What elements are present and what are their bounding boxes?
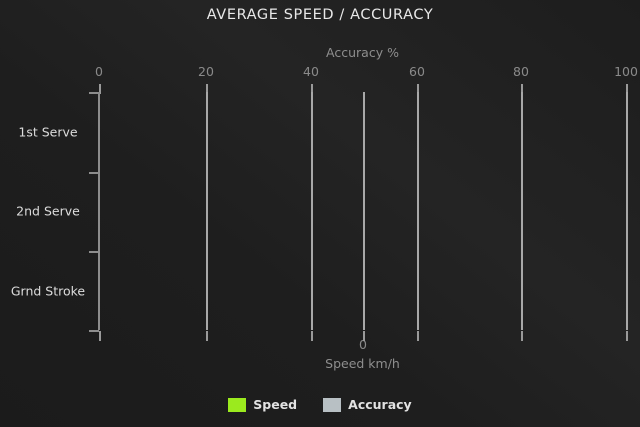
top-axis-tick: [206, 84, 208, 94]
category-axis-tick: [89, 330, 99, 332]
category-axis-tick: [89, 92, 99, 94]
top-tick-label: 60: [409, 64, 425, 79]
gridline: [521, 92, 523, 330]
top-axis-tick: [417, 84, 419, 94]
bottom-axis-tick: [363, 331, 365, 341]
legend-item-accuracy[interactable]: Accuracy: [323, 397, 412, 412]
legend-label: Speed: [253, 397, 298, 412]
top-tick-label: 100: [614, 64, 638, 79]
gridline: [311, 92, 313, 330]
bottom-axis-title: Speed km/h: [325, 356, 400, 371]
bottom-axis-tick: [521, 331, 523, 341]
legend-swatch-speed: [228, 397, 247, 412]
category-label: 2nd Serve: [16, 203, 80, 219]
category-axis-tick: [89, 172, 99, 174]
bottom-axis-tick: [626, 331, 628, 341]
legend-item-speed[interactable]: Speed: [228, 397, 297, 412]
category-axis-tick: [89, 251, 99, 253]
gridline: [363, 92, 365, 330]
gridline: [626, 92, 628, 330]
category-axis-labels: 1st Serve 2nd Serve Grnd Stroke: [0, 0, 92, 427]
top-axis-tick: [521, 84, 523, 94]
top-tick-label: 40: [303, 64, 319, 79]
bottom-tick-label: 0: [359, 337, 367, 352]
top-tick-label: 20: [198, 64, 214, 79]
category-label: Grnd Stroke: [10, 283, 86, 299]
bottom-axis-tick: [99, 331, 101, 341]
gridline: [206, 92, 208, 330]
bottom-axis-tick: [206, 331, 208, 341]
top-axis-tick: [99, 84, 101, 94]
top-axis-tick: [311, 84, 313, 94]
legend-label: Accuracy: [348, 397, 412, 412]
bottom-axis-tick: [417, 331, 419, 341]
chart-legend: Speed Accuracy: [0, 397, 640, 412]
left-axis-spine: [98, 92, 100, 330]
plot-area: [98, 92, 628, 330]
bottom-axis-tick: [311, 331, 313, 341]
top-tick-label: 0: [95, 64, 103, 79]
category-label: 1st Serve: [18, 124, 78, 140]
legend-swatch-accuracy: [323, 397, 342, 412]
top-axis-title: Accuracy %: [326, 45, 399, 60]
top-axis-tick: [626, 84, 628, 94]
chart-title: AVERAGE SPEED / ACCURACY: [206, 7, 434, 23]
top-tick-label: 80: [513, 64, 529, 79]
gridline: [417, 92, 419, 330]
